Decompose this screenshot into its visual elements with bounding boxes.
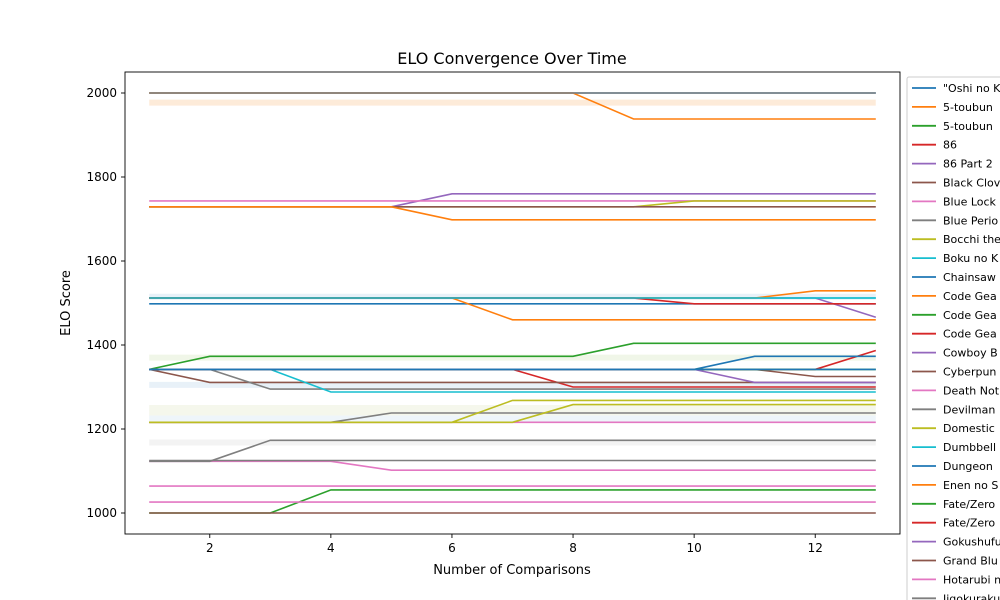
- legend-label-0: "Oshi no K: [943, 82, 1000, 95]
- series-line-30: [149, 206, 876, 221]
- y-tick-label: 1400: [86, 338, 117, 352]
- series-line-28: [149, 403, 876, 424]
- legend-label-26: Hotarubi n: [943, 573, 1000, 586]
- series-line-1: [149, 92, 876, 120]
- legend-label-5: Black Clov: [943, 177, 1000, 190]
- series-line-14: [149, 297, 877, 319]
- legend-label-19: Dumbbell: [943, 441, 996, 454]
- series-line-2: [149, 342, 876, 371]
- legend-label-20: Dungeon: [943, 460, 993, 473]
- legend-entries: "Oshi no K 5-toubun 5-toubun 86 86 Part 2 Bla…: [912, 82, 1000, 600]
- x-tick-label: 8: [569, 541, 577, 555]
- legend-label-23: Fate/Zero: [943, 517, 995, 530]
- x-tick-label: 12: [808, 541, 823, 555]
- legend-label-24: Gokushufu: [943, 536, 1000, 549]
- legend: "Oshi no K 5-toubun 5-toubun 86 86 Part 2 Bla…: [906, 76, 1000, 600]
- legend-label-6: Blue Lock: [943, 195, 997, 208]
- y-tick-label: 1800: [86, 170, 117, 184]
- legend-label-21: Enen no S: [943, 479, 998, 492]
- legend-label-25: Grand Blu: [943, 555, 998, 568]
- legend-label-16: Death Not: [943, 384, 1000, 397]
- legend-label-22: Fate/Zero: [943, 498, 995, 511]
- x-axis-ticks: 2 4 6 8 10 12: [206, 534, 823, 555]
- y-tick-label: 1600: [86, 254, 117, 268]
- legend-label-14: Cowboy B: [943, 347, 998, 360]
- x-tick-label: 2: [206, 541, 214, 555]
- legend-label-8: Bocchi the: [943, 233, 1000, 246]
- x-tick-label: 4: [327, 541, 335, 555]
- legend-label-7: Blue Perio: [943, 214, 998, 227]
- y-tick-label: 1200: [86, 422, 117, 436]
- legend-label-3: 86: [943, 139, 957, 152]
- legend-label-15: Cyberpun: [943, 366, 996, 379]
- legend-label-27: Jigokuraku: [942, 592, 1000, 600]
- legend-label-2: 5-toubun: [943, 120, 993, 133]
- series-line-26: [149, 460, 876, 472]
- series-lines: [149, 92, 877, 514]
- legend-label-1: 5-toubun: [943, 101, 993, 114]
- y-axis-label: ELO Score: [59, 270, 74, 336]
- legend-label-18: Domestic: [943, 422, 995, 435]
- legend-label-12: Code Gea: [943, 309, 997, 322]
- legend-label-11: Code Gea: [943, 290, 997, 303]
- series-line-7: [149, 368, 876, 390]
- series-line-11: [149, 297, 876, 321]
- legend-label-13: Code Gea: [943, 328, 997, 341]
- chart-title: ELO Convergence Over Time: [397, 49, 626, 68]
- series-line-8: [149, 200, 876, 208]
- y-axis-ticks: 1000 1200 1400 1600 1800 2000: [86, 86, 125, 520]
- x-tick-label: 6: [448, 541, 456, 555]
- legend-frame: [906, 76, 1000, 600]
- x-tick-label: 10: [687, 541, 702, 555]
- legend-label-4: 86 Part 2: [943, 158, 993, 171]
- series-line-27: [149, 439, 876, 463]
- series-line-15: [149, 368, 876, 378]
- y-tick-label: 2000: [86, 86, 117, 100]
- legend-label-10: Chainsaw: [943, 271, 996, 284]
- x-axis-label: Number of Comparisons: [433, 563, 591, 578]
- legend-label-9: Boku no K: [943, 252, 999, 265]
- y-tick-label: 1000: [86, 506, 117, 520]
- plot-frame: [124, 71, 901, 535]
- legend-label-17: Devilman: [943, 403, 995, 416]
